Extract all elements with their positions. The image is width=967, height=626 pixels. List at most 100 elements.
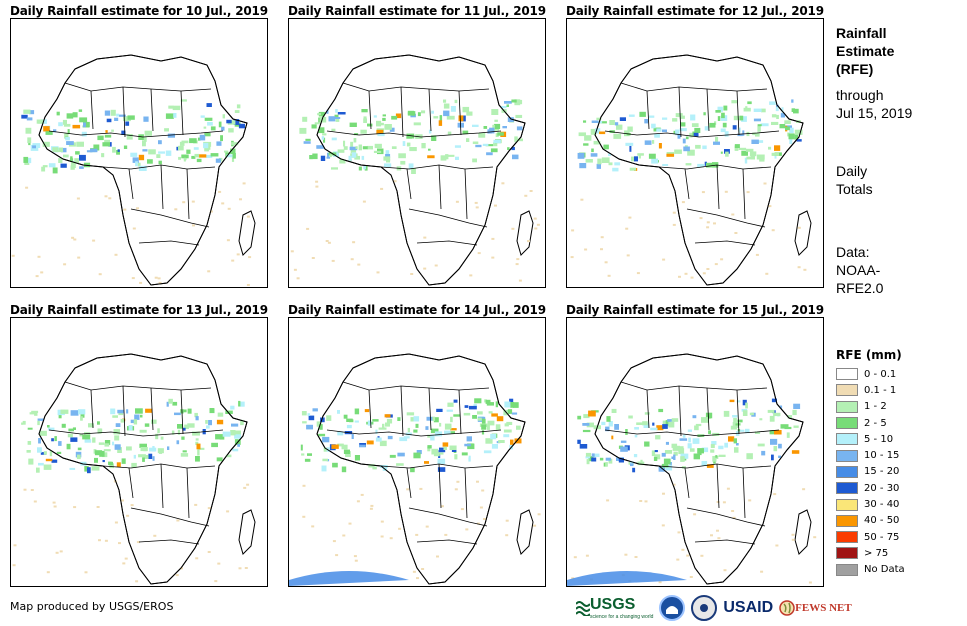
rainfall-cell <box>341 444 348 450</box>
rainfall-cell <box>96 506 100 508</box>
rainfall-cell <box>334 114 339 119</box>
rainfall-cell <box>332 462 338 468</box>
panel-title: Daily Rainfall estimate for 13 Jul., 201… <box>10 303 268 317</box>
rainfall-cell <box>337 112 346 115</box>
rainfall-cell <box>56 451 62 454</box>
rainfall-cell <box>573 556 577 559</box>
rainfall-cell <box>40 271 44 274</box>
rainfall-cell <box>384 163 392 168</box>
globe-icon <box>779 600 795 616</box>
rainfall-cell <box>70 165 75 170</box>
rainfall-cell <box>327 241 331 244</box>
coastline <box>594 54 804 286</box>
rainfall-cell <box>350 149 357 154</box>
rainfall-cell <box>722 501 726 504</box>
rainfall-cell <box>64 133 69 139</box>
rainfall-cell <box>79 117 88 123</box>
rainfall-cell <box>98 442 105 445</box>
rainfall-cell <box>673 454 676 460</box>
rainfall-cell <box>454 99 458 104</box>
rainfall-cell <box>203 126 207 129</box>
rainfall-cell <box>746 191 750 194</box>
rainfall-cell <box>427 446 431 452</box>
rainfall-cell <box>76 197 80 200</box>
rainfall-cell <box>153 534 157 537</box>
rainfall-cell <box>181 436 185 440</box>
rainfall-cell <box>164 128 169 132</box>
rainfall-cell <box>325 240 329 242</box>
rainfall-cell <box>608 153 611 156</box>
rainfall-cell <box>514 438 522 444</box>
rainfall-cell <box>692 415 697 419</box>
rainfall-cell <box>590 128 597 135</box>
rainfall-cell <box>715 455 718 458</box>
rainfall-cell <box>157 448 164 454</box>
rainfall-cell <box>724 149 730 154</box>
rainfall-cell <box>474 201 478 204</box>
rainfall-cell <box>300 444 303 451</box>
rainfall-cell <box>486 152 493 156</box>
rainfall-cell <box>444 430 451 435</box>
rainfall-cell <box>788 133 795 140</box>
rainfall-cell <box>591 148 594 153</box>
rainfall-cell <box>583 143 589 146</box>
rainfall-cell <box>639 500 643 502</box>
rainfall-cell <box>316 421 322 427</box>
rainfall-cell <box>722 122 727 128</box>
rainfall-cell <box>227 207 231 210</box>
rainfall-cell <box>671 456 674 459</box>
rainfall-cell <box>732 516 736 519</box>
rainfall-cell <box>194 412 198 418</box>
rainfall-cell <box>672 223 676 226</box>
rainfall-cell <box>583 414 590 419</box>
rainfall-cell <box>104 139 110 144</box>
rainfall-cell <box>661 452 666 457</box>
rainfall-cell <box>577 415 582 420</box>
rainfall-cell <box>685 163 692 166</box>
rainfall-cell <box>145 408 153 413</box>
rainfall-cell <box>533 524 537 527</box>
rainfall-cell <box>536 223 540 226</box>
rainfall-cell <box>377 133 385 137</box>
rainfall-cell <box>84 432 91 437</box>
rainfall-cell <box>802 488 806 491</box>
rainfall-cell <box>38 438 41 444</box>
rainfall-cell <box>216 141 222 146</box>
rainfall-cell <box>584 248 588 251</box>
rainfall-cell <box>773 493 777 496</box>
rainfall-cell <box>117 447 122 453</box>
rainfall-cell <box>385 150 390 156</box>
rainfall-cell <box>477 411 483 415</box>
rainfall-cell <box>571 577 575 580</box>
madagascar <box>794 509 812 555</box>
rainfall-cell <box>450 106 456 112</box>
rainfall-cell <box>195 557 199 560</box>
legend-swatch <box>836 433 858 446</box>
rainfall-cell <box>767 409 775 413</box>
rainfall-cell <box>464 443 471 447</box>
rainfall-cell <box>656 128 662 132</box>
rainfall-cell <box>355 146 358 150</box>
rainfall-cell <box>326 415 332 421</box>
rainfall-cell <box>58 413 62 419</box>
rainfall-cell <box>447 402 454 407</box>
rainfall-cell <box>690 114 696 121</box>
rainfall-cell <box>195 441 199 446</box>
rainfall-cell <box>771 121 779 125</box>
rainfall-cell <box>59 550 63 553</box>
rainfall-cell <box>636 272 640 275</box>
rainfall-cell <box>387 435 393 440</box>
rainfall-cell <box>409 147 417 152</box>
country-border <box>138 539 200 545</box>
logo-strip: USGS science for a changing world USAID … <box>576 595 852 621</box>
rainfall-cell <box>147 159 153 164</box>
rainfall-cell <box>427 445 432 449</box>
rainfall-cell <box>751 139 759 144</box>
rainfall-cell <box>48 427 55 431</box>
panel-title: Daily Rainfall estimate for 10 Jul., 201… <box>10 4 268 18</box>
rainfall-cell <box>168 398 173 404</box>
rainfall-cell <box>739 429 745 432</box>
rainfall-cell <box>724 442 728 448</box>
rainfall-cell <box>588 456 594 462</box>
rainfall-cell <box>176 440 180 445</box>
